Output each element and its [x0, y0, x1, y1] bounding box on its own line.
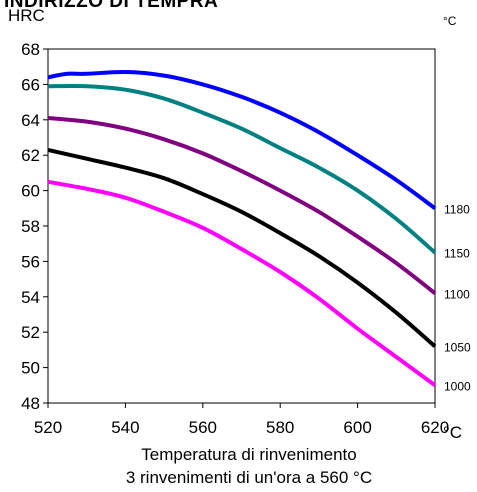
y-tick-label: 62 [21, 146, 40, 165]
y-tick-label: 58 [21, 217, 40, 236]
y-tick-label: 48 [21, 394, 40, 413]
x-tick-label: 560 [189, 418, 217, 437]
x-axis-title: Temperatura di rinvenimento [141, 445, 357, 464]
y-tick-label: 66 [21, 75, 40, 94]
x-axis-unit-label: °C [443, 423, 463, 442]
y-tick-label: 56 [21, 252, 40, 271]
y-tick-label: 60 [21, 182, 40, 201]
series-label-1050: 1050 [444, 340, 471, 354]
y-tick-label: 52 [21, 323, 40, 342]
chart-title: INDIRIZZO DI TEMPRA [4, 0, 219, 12]
series-line-1180 [47, 69, 437, 210]
y-tick-label: 54 [21, 288, 40, 307]
x-tick-label: 540 [111, 418, 139, 437]
y-tick-label: 68 [21, 40, 40, 59]
x-tick-label: 620 [421, 418, 449, 437]
series-label-1000: 1000 [444, 379, 471, 393]
series-label-1150: 1150 [444, 247, 470, 261]
series-line-1100 [47, 116, 437, 295]
x-tick-label: 520 [34, 418, 62, 437]
y-tick-label: 50 [21, 359, 40, 378]
x-axis-subtitle: 3 rinvenimenti di un'ora a 560 °C [125, 468, 373, 487]
y-tick-label: 64 [21, 111, 40, 130]
series-label-1180: 1180 [444, 202, 470, 216]
plot-area-frame [47, 48, 436, 404]
series-label-1100: 1100 [444, 287, 470, 301]
y-axis-unit-label: HRC [8, 6, 45, 25]
series-line-1000 [47, 179, 437, 387]
x-tick-label: 600 [343, 418, 371, 437]
series-line-1050 [47, 147, 437, 348]
series-line-1150 [47, 83, 437, 255]
legend-unit-label: °C [443, 14, 457, 28]
x-tick-label: 580 [266, 418, 294, 437]
